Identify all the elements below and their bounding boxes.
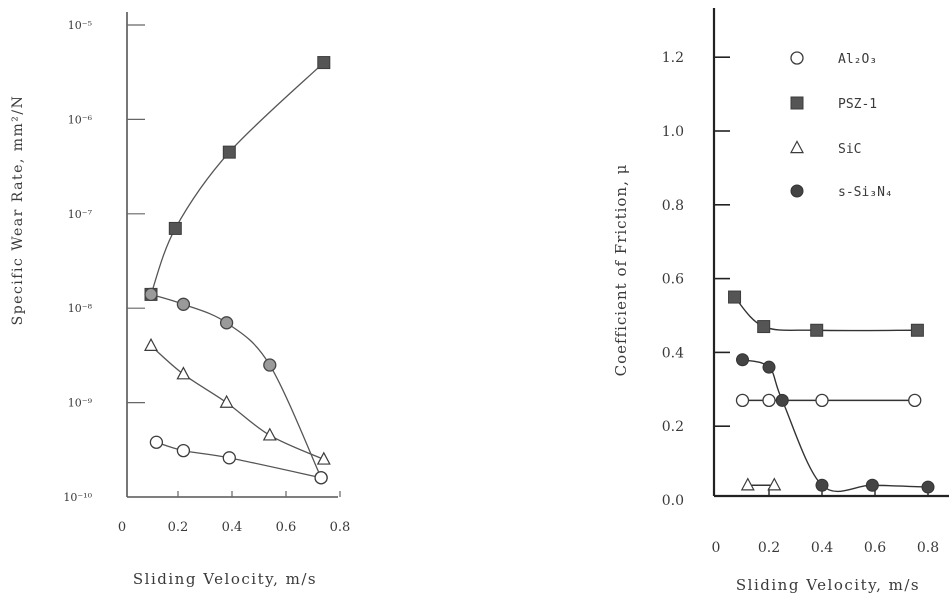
left-y-tick-label: 10⁻⁵	[68, 19, 92, 32]
right-y-tick-label: 0.0	[662, 493, 684, 509]
left-series-point	[316, 451, 331, 465]
left-x-axis-label: Sliding Velocity, m/s	[133, 570, 317, 588]
right-y-tick-label: 1.0	[662, 124, 684, 140]
left-series-point	[149, 435, 164, 449]
right-series-point	[908, 393, 922, 408]
right-series-point	[775, 393, 789, 407]
left-series-line	[150, 62, 325, 295]
left-x-tick-label: 0.8	[330, 520, 351, 535]
left-series-point	[143, 337, 159, 351]
left-y-tick-label: 10⁻⁸	[68, 302, 93, 315]
left-series-point	[222, 451, 236, 465]
left-series-point	[263, 358, 277, 372]
left-y-tick-label: 10⁻⁹	[68, 397, 93, 410]
right-y-tick-label: 0.8	[662, 198, 684, 214]
right-series-point	[735, 393, 750, 408]
right-x-tick-label: 0.8	[917, 540, 939, 556]
right-series-point	[910, 323, 924, 337]
left-series-point	[168, 221, 182, 235]
left-series-line	[156, 441, 322, 479]
right-series-point	[815, 478, 829, 492]
left-series-point	[176, 366, 191, 380]
left-x-tick-label: 0.6	[276, 520, 297, 535]
right-y-tick-label: 0.6	[662, 272, 684, 288]
left-series-point	[317, 56, 331, 70]
left-x-tick-label: 0.4	[222, 520, 243, 535]
right-series-point	[762, 360, 776, 374]
right-y-tick-label: 1.2	[662, 50, 684, 66]
left-series-line	[150, 345, 325, 461]
friction-chart: 0.0 0.2 0.4 0.6 0.8 1.0 1.2 0 0.2 0.4 0.6 0.8 Slidin…	[612, 8, 949, 594]
legend-marker	[789, 140, 805, 154]
left-x-tick-label: 0	[118, 520, 126, 535]
legend-label: SiC	[838, 142, 861, 157]
right-series-point	[810, 323, 824, 337]
left-series-point	[144, 287, 158, 302]
left-series-point	[314, 471, 328, 485]
legend-label: Al₂O₃	[838, 52, 877, 67]
left-y-tick-label: 10⁻¹⁰	[63, 491, 92, 504]
left-series-point	[262, 427, 277, 441]
right-series-point	[728, 290, 742, 304]
left-y-tick-label: 10⁻⁶	[68, 113, 93, 126]
right-series-point	[736, 353, 749, 367]
legend-marker	[790, 51, 804, 65]
legend-label: s-Si₃N₄	[838, 185, 893, 200]
right-series-point	[762, 393, 776, 408]
left-y-tick-label: 10⁻⁷	[68, 208, 93, 221]
right-x-tick-label: 0.6	[864, 540, 886, 556]
right-y-axis-label: Coefficient of Friction, μ	[612, 164, 630, 377]
right-series-point	[921, 480, 935, 494]
left-series-point	[219, 394, 234, 408]
right-y-tick-label: 0.4	[662, 345, 684, 361]
right-y-tick-label: 0.2	[662, 419, 684, 435]
right-x-tick-label: 0.2	[758, 540, 780, 556]
right-series-point	[865, 478, 879, 492]
legend-marker	[790, 184, 804, 198]
right-series-point	[815, 393, 829, 408]
left-x-tick-label: 0.2	[168, 520, 189, 535]
right-series-line	[742, 359, 929, 493]
legend-marker	[790, 96, 804, 110]
left-series-point	[219, 316, 234, 330]
wear-rate-chart: 10⁻¹⁰ 10⁻⁹ 10⁻⁸ 10⁻⁷ 10⁻⁶ 10⁻⁵ 0 0.2 0.4 0.6 0.8 Sl…	[10, 12, 350, 588]
right-series-point	[757, 320, 771, 334]
left-series-line	[150, 293, 322, 479]
right-series-point	[767, 477, 782, 491]
right-series-point	[740, 477, 755, 491]
left-series-point	[176, 443, 191, 458]
legend-label: PSZ-1	[838, 97, 877, 112]
right-series-line	[734, 296, 918, 332]
right-x-tick-label: 0	[712, 540, 721, 556]
right-x-tick-label: 0.4	[811, 540, 833, 556]
left-series-point	[176, 297, 191, 311]
left-series-point	[222, 145, 236, 159]
left-y-axis-label: Specific Wear Rate, mm²/N	[10, 95, 26, 326]
right-x-axis-label: Sliding Velocity, m/s	[736, 576, 920, 594]
